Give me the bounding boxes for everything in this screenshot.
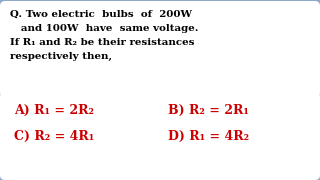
Text: D) R₁ = 4R₂: D) R₁ = 4R₂ (168, 130, 249, 143)
Text: B) R₂ = 2R₁: B) R₂ = 2R₁ (168, 104, 249, 117)
Text: If R₁ and R₂ be their resistances: If R₁ and R₂ be their resistances (10, 38, 195, 47)
Text: respectively then,: respectively then, (10, 52, 112, 61)
Text: Q. Two electric  bulbs  of  200W: Q. Two electric bulbs of 200W (10, 10, 192, 19)
Text: A) R₁ = 2R₂: A) R₁ = 2R₂ (14, 104, 94, 117)
Text: C) R₂ = 4R₁: C) R₂ = 4R₁ (14, 130, 94, 143)
FancyBboxPatch shape (0, 1, 320, 97)
FancyBboxPatch shape (0, 92, 320, 180)
Text: and 100W  have  same voltage.: and 100W have same voltage. (10, 24, 198, 33)
